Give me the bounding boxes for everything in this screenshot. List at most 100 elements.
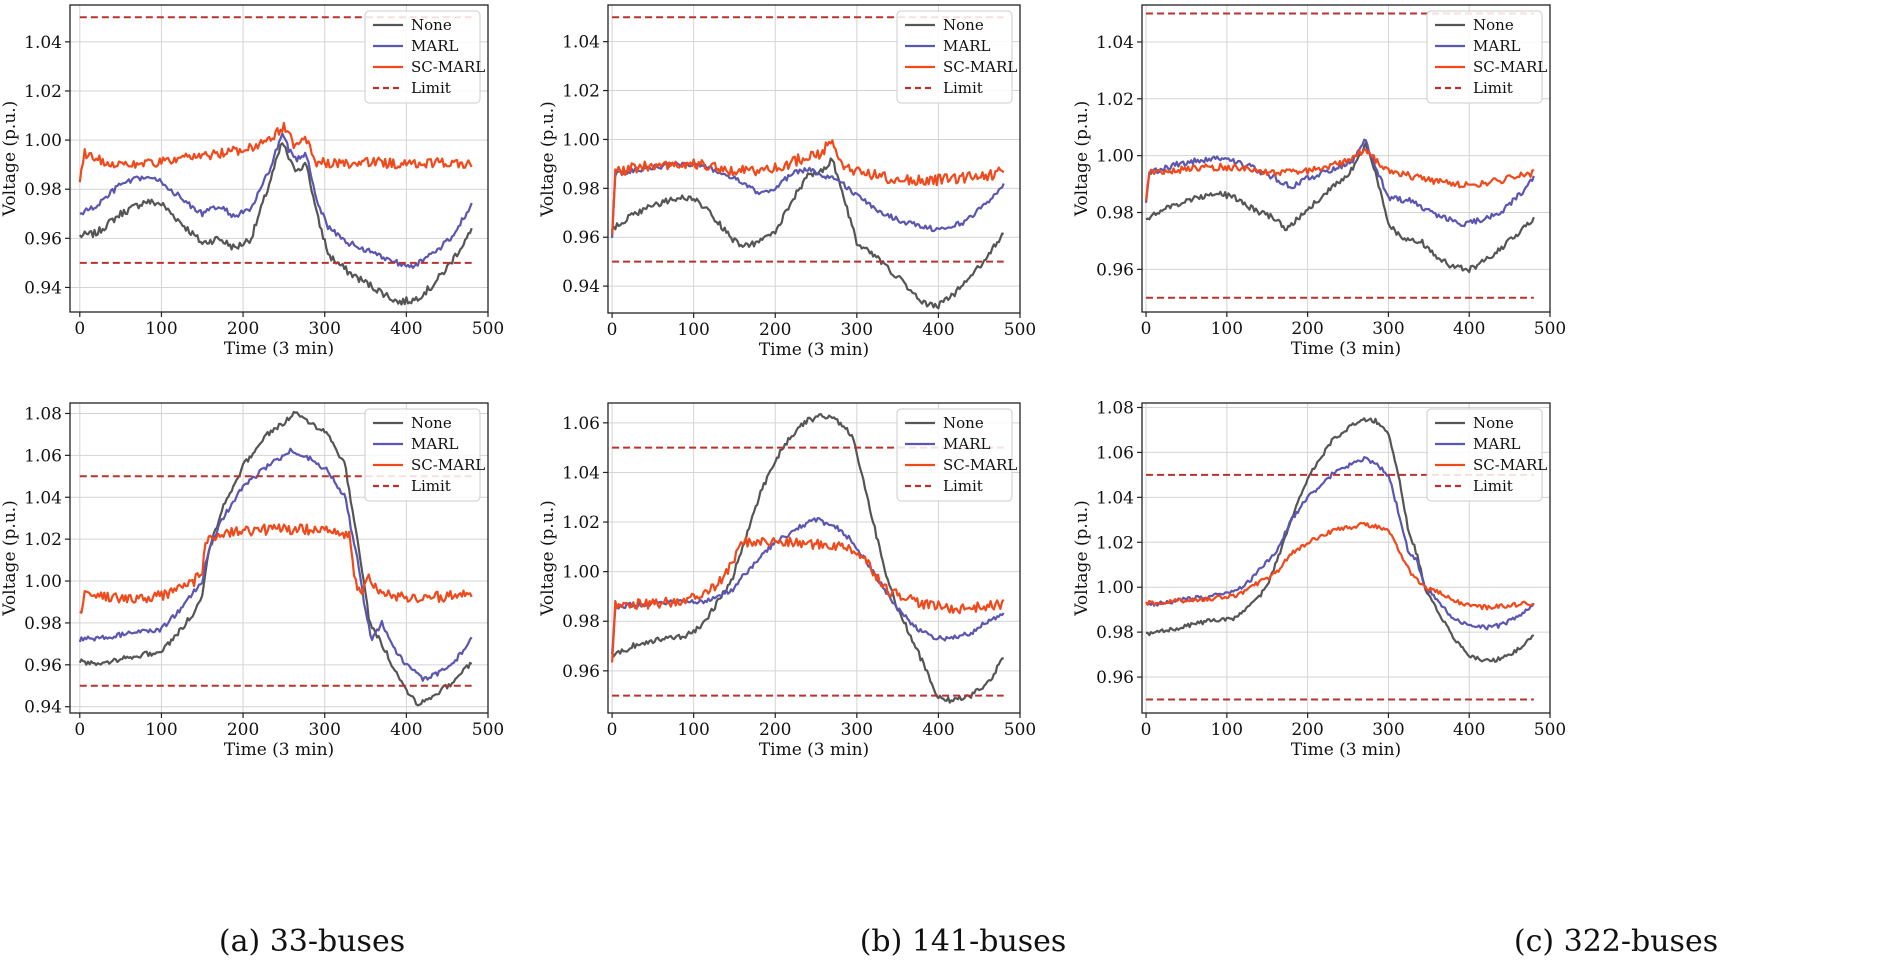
plot-area <box>611 413 1005 704</box>
legend-label: Limit <box>411 477 451 495</box>
x-tick-label: 300 <box>841 720 873 740</box>
x-tick-label: 100 <box>1211 319 1243 339</box>
legend-label: SC-MARL <box>1473 456 1547 474</box>
caption-33-buses: (a) 33-buses <box>218 924 406 959</box>
x-tick-label: 300 <box>1372 319 1404 339</box>
legend: None MARL SC-MARL Limit <box>364 408 485 502</box>
y-tick-label: 1.04 <box>24 488 62 508</box>
series-line-none <box>611 413 1004 704</box>
y-tick-label: 1.08 <box>24 404 62 424</box>
chart-panel-2: 0 100 200 300 400 500 0.94 0.96 0.98 1.00 1.02 1.04… <box>538 4 1036 360</box>
series-line-marl <box>78 447 473 682</box>
y-tick-label: 1.04 <box>24 33 62 53</box>
x-tick-label: 400 <box>1453 720 1485 740</box>
x-tick-label: 100 <box>145 319 177 339</box>
x-axis-label: Time (3 min) <box>224 740 334 760</box>
legend-box <box>896 10 1013 104</box>
y-tick-label: 0.98 <box>562 179 600 199</box>
x-tick-label: 200 <box>759 320 791 340</box>
x-axis-label: Time (3 min) <box>1291 740 1401 760</box>
y-tick-label: 1.08 <box>1096 398 1134 418</box>
legend-label: MARL <box>943 435 990 453</box>
legend-label: MARL <box>943 37 990 55</box>
series-line-sc-marl <box>611 536 1005 663</box>
y-tick-label: 1.00 <box>24 131 62 151</box>
series-line-none <box>1145 417 1535 663</box>
y-tick-label: 1.02 <box>1096 533 1134 553</box>
y-tick-label: 1.00 <box>562 563 600 583</box>
x-tick-label: 500 <box>472 319 504 339</box>
legend-box <box>1426 408 1543 502</box>
x-tick-label: 500 <box>1534 720 1566 740</box>
y-axis-label: Voltage (p.u.) <box>538 101 558 218</box>
x-tick-label: 300 <box>308 319 340 339</box>
legend-label: SC-MARL <box>411 456 485 474</box>
legend-label: None <box>1473 414 1514 432</box>
y-tick-label: 0.96 <box>24 656 62 676</box>
x-tick-label: 0 <box>607 720 618 740</box>
y-tick-label: 0.94 <box>24 278 62 298</box>
y-tick-label: 1.02 <box>1096 90 1134 110</box>
y-tick-label: 1.04 <box>1096 33 1134 53</box>
plot-area <box>611 16 1005 310</box>
y-tick-label: 0.96 <box>562 228 600 248</box>
legend: None MARL SC-MARL Limit <box>1426 408 1547 502</box>
legend: None MARL SC-MARL Limit <box>896 408 1017 502</box>
x-tick-label: 100 <box>1211 720 1243 740</box>
chart-panel-5: 0 100 200 300 400 500 0.96 0.98 1.00 1.02 1.04 1.06… <box>538 402 1036 760</box>
x-tick-label: 300 <box>841 320 873 340</box>
x-tick-label: 400 <box>1453 319 1485 339</box>
chart-panel-1: 0 100 200 300 400 500 0.94 0.96 0.98 1.00 1.02 1.04… <box>0 4 504 359</box>
y-tick-label: 0.94 <box>24 698 62 718</box>
series-line-none <box>611 157 1004 310</box>
chart-panel-6: 0 100 200 300 400 500 0.96 0.98 1.00 1.02 1.04 1.06… <box>1072 398 1566 760</box>
y-tick-label: 1.02 <box>562 82 600 102</box>
legend-label: None <box>943 414 984 432</box>
y-tick-label: 0.96 <box>1096 668 1134 688</box>
y-axis-label: Voltage (p.u.) <box>0 500 20 617</box>
y-tick-label: 1.00 <box>1096 578 1134 598</box>
y-tick-label: 1.00 <box>1096 147 1134 167</box>
series-line-sc-marl <box>1145 521 1535 611</box>
legend-label: MARL <box>411 37 458 55</box>
y-tick-label: 1.02 <box>562 513 600 533</box>
legend-label: MARL <box>411 435 458 453</box>
series-line-none <box>1145 141 1535 274</box>
x-tick-label: 200 <box>227 319 259 339</box>
series-line-none <box>78 142 473 306</box>
x-tick-label: 500 <box>1534 319 1566 339</box>
x-tick-label: 0 <box>1141 720 1152 740</box>
x-tick-label: 200 <box>1291 319 1323 339</box>
y-tick-label: 0.98 <box>1096 204 1134 224</box>
x-tick-label: 400 <box>390 720 422 740</box>
plot-area <box>1144 12 1535 299</box>
x-tick-label: 200 <box>1291 720 1323 740</box>
legend-label: Limit <box>943 79 983 97</box>
axes-frame <box>69 4 489 313</box>
x-tick-label: 0 <box>1141 319 1152 339</box>
y-tick-label: 0.94 <box>562 277 600 297</box>
y-tick-label: 1.02 <box>24 530 62 550</box>
x-tick-label: 100 <box>677 720 709 740</box>
x-axis-label: Time (3 min) <box>224 339 334 359</box>
axes-frame <box>1141 4 1551 313</box>
x-tick-label: 500 <box>1004 320 1036 340</box>
y-tick-label: 1.04 <box>562 33 600 53</box>
y-tick-label: 0.98 <box>562 612 600 632</box>
y-tick-label: 0.98 <box>24 180 62 200</box>
caption-322-buses: (c) 322-buses <box>1513 924 1719 959</box>
y-tick-label: 1.06 <box>24 446 62 466</box>
legend: None MARL SC-MARL Limit <box>1426 10 1547 104</box>
y-axis-label: Voltage (p.u.) <box>1072 101 1092 218</box>
y-axis-label: Voltage (p.u.) <box>538 500 558 617</box>
y-tick-label: 1.06 <box>562 414 600 434</box>
legend-box <box>364 408 481 502</box>
series-line-sc-marl <box>1144 148 1535 201</box>
series-line-sc-marl <box>78 121 473 183</box>
y-tick-label: 1.04 <box>562 463 600 483</box>
plot-area <box>78 411 473 707</box>
y-tick-label: 0.96 <box>24 229 62 249</box>
x-tick-label: 0 <box>607 320 618 340</box>
legend-label: Limit <box>411 79 451 97</box>
